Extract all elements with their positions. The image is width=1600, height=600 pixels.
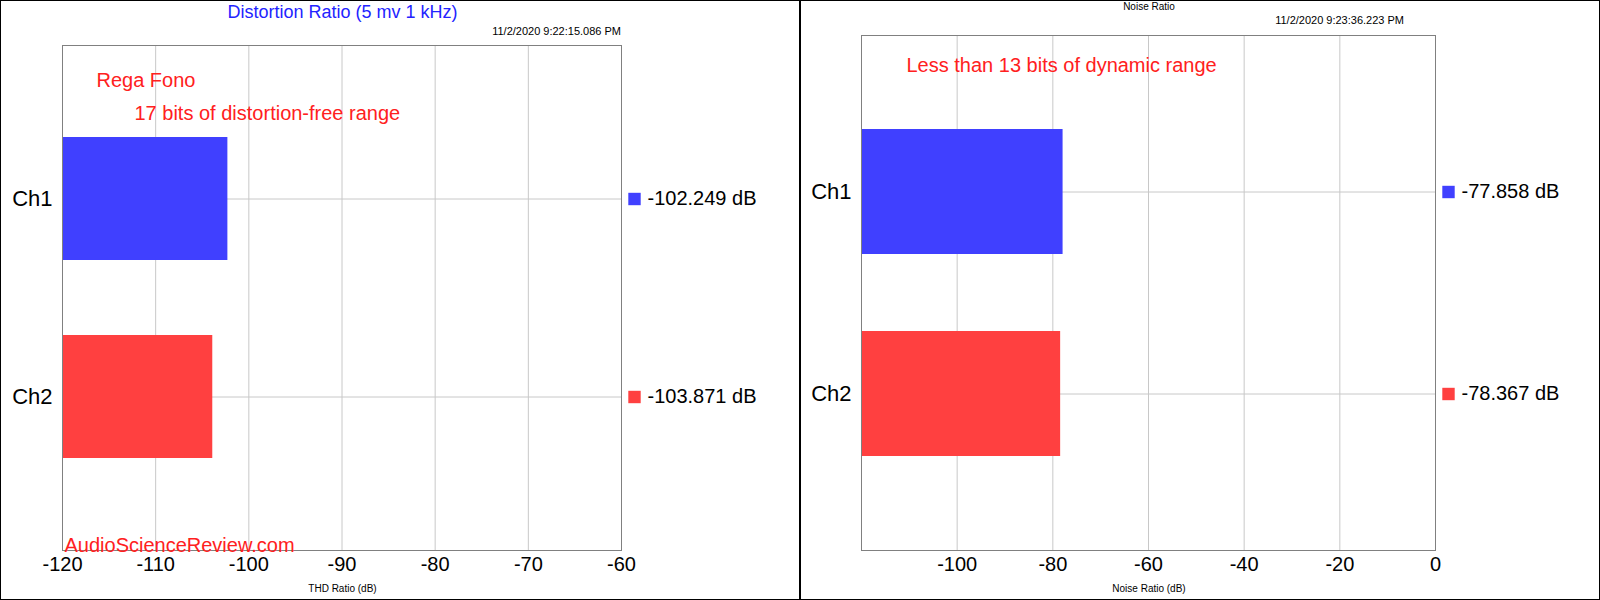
svg-text:Ch1: Ch1 bbox=[12, 186, 52, 211]
svg-text:-80: -80 bbox=[421, 553, 450, 575]
svg-text:Rega Fono: Rega Fono bbox=[97, 69, 196, 91]
svg-text:AudioScienceReview.com: AudioScienceReview.com bbox=[65, 534, 295, 556]
svg-text:Ch2: Ch2 bbox=[12, 384, 52, 409]
html-text:THD Ratio (dB): THD Ratio (dB) bbox=[308, 583, 377, 594]
svg-text:-60: -60 bbox=[1134, 553, 1163, 575]
html-text:Noise Ratio: Noise Ratio bbox=[1123, 1, 1175, 12]
svg-text:-40: -40 bbox=[1230, 553, 1259, 575]
svg-text:-120: -120 bbox=[42, 553, 82, 575]
svg-text:0: 0 bbox=[1430, 553, 1441, 575]
html-text:Noise Ratio (dB): Noise Ratio (dB) bbox=[1112, 583, 1186, 594]
svg-text:-102.249 dB: -102.249 dB bbox=[648, 187, 757, 209]
svg-text:-78.367 dB: -78.367 dB bbox=[1462, 382, 1560, 404]
svg-text:17 bits of distortion-free ran: 17 bits of distortion-free range bbox=[135, 102, 401, 124]
svg-text:-20: -20 bbox=[1325, 553, 1354, 575]
svg-text:-100: -100 bbox=[229, 553, 269, 575]
svg-text:-70: -70 bbox=[514, 553, 543, 575]
svg-text:-90: -90 bbox=[328, 553, 357, 575]
html-text:Distortion Ratio (5 mv 1 kHz): Distortion Ratio (5 mv 1 kHz) bbox=[227, 2, 458, 22]
svg-text:-103.871 dB: -103.871 dB bbox=[648, 385, 757, 407]
svg-text:Ch2: Ch2 bbox=[811, 381, 851, 406]
svg-text:-100: -100 bbox=[937, 553, 977, 575]
html-text:11/2/2020 9:22:15.086 PM: 11/2/2020 9:22:15.086 PM bbox=[492, 25, 621, 37]
svg-text:-110: -110 bbox=[136, 553, 175, 575]
svg-text:-60: -60 bbox=[607, 553, 636, 575]
svg-text:Ch1: Ch1 bbox=[811, 179, 851, 204]
html-text:11/2/2020 9:23:36.223 PM: 11/2/2020 9:23:36.223 PM bbox=[1275, 14, 1404, 26]
svg-text:-77.858 dB: -77.858 dB bbox=[1462, 180, 1560, 202]
svg-text:-80: -80 bbox=[1038, 553, 1067, 575]
svg-text:Less than 13 bits of dynamic r: Less than 13 bits of dynamic range bbox=[907, 54, 1217, 76]
